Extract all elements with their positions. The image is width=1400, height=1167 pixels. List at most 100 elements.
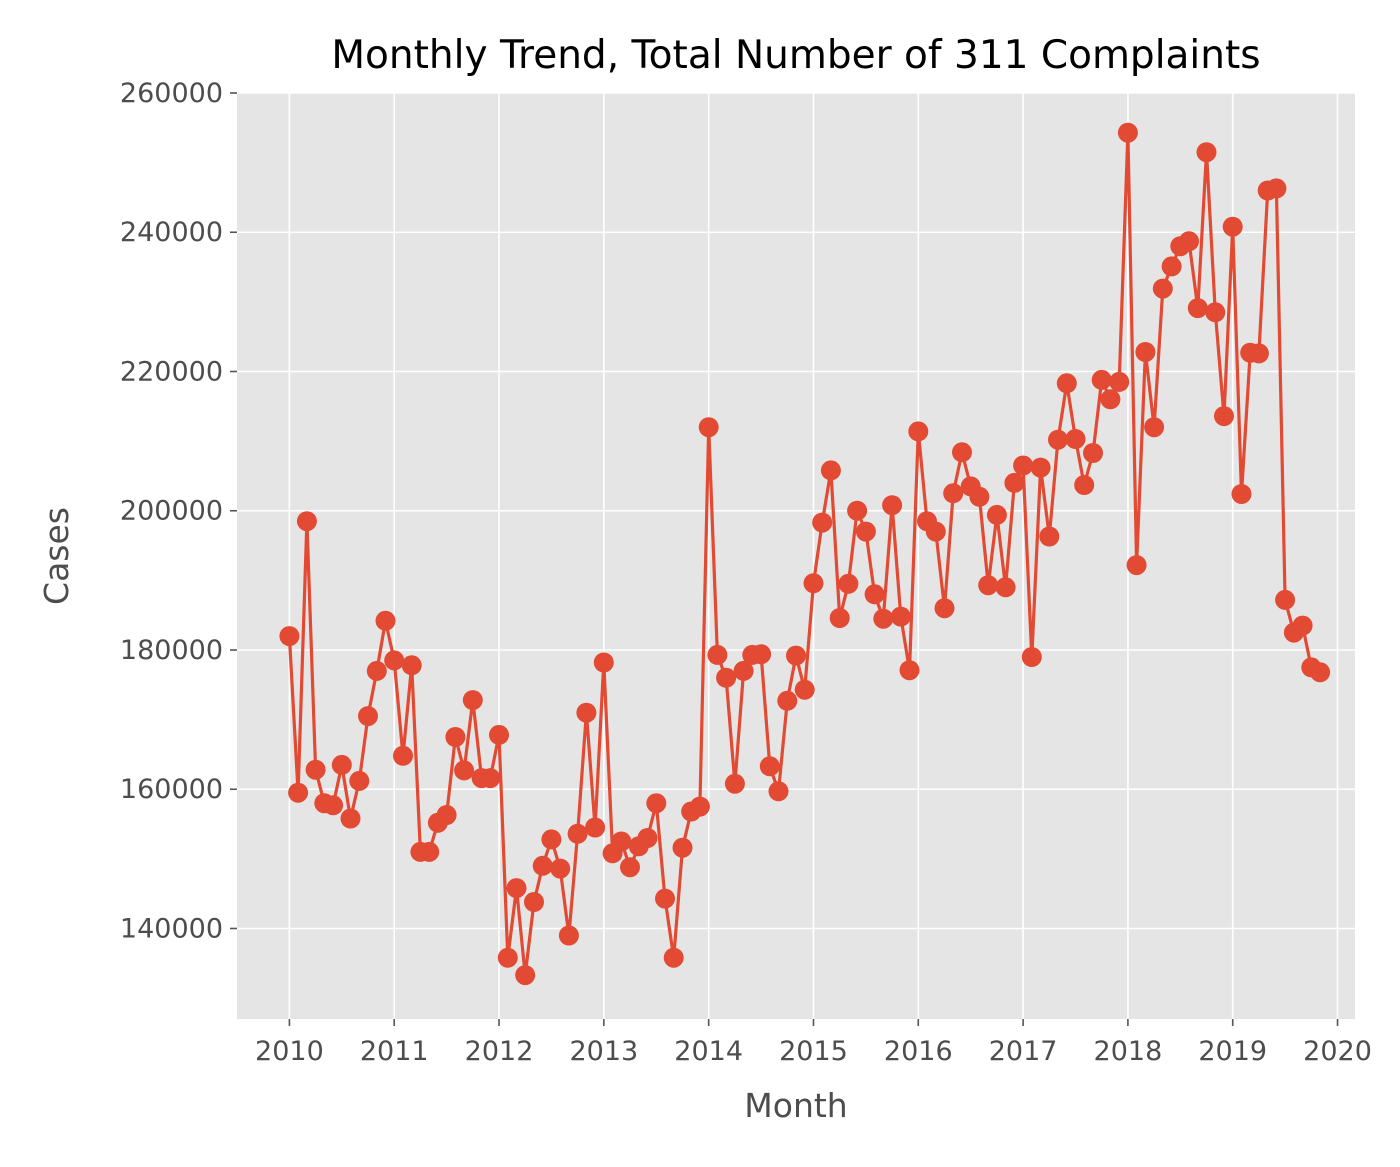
data-point [393,745,413,766]
y-axis-label: Cases [37,507,76,605]
data-point [803,573,824,594]
data-point [829,608,850,628]
data-point [532,855,553,876]
data-point [445,727,466,747]
data-point [820,460,841,481]
data-point [331,754,352,775]
y-tick-label: 180000 [120,635,223,666]
plot-area [237,93,1355,1019]
data-point [759,756,780,777]
data-point [489,724,509,745]
data-point [925,521,946,542]
data-point [637,828,658,848]
data-point [1039,526,1060,547]
data-point [620,857,640,878]
y-tick-label: 220000 [120,356,223,387]
y-tick-label: 260000 [120,78,223,109]
data-point [1048,429,1068,450]
data-point [1292,615,1313,636]
data-point [375,610,396,631]
data-point [733,660,754,681]
data-point [1004,472,1025,493]
data-point [593,652,614,673]
x-tick-label: 2015 [779,1036,848,1067]
axes: 2010 2011 2012 2013 2014 2015 2016 2017 2018 2019… [120,78,1372,1067]
data-point [585,817,606,838]
data-point [1205,302,1226,323]
data-point [882,495,903,516]
data-point [1196,142,1217,163]
data-point [1074,475,1095,495]
data-point [1161,256,1182,277]
data-point [698,417,719,438]
data-point [1144,417,1165,438]
data-point [305,759,326,780]
data-point [1275,589,1296,610]
data-point [340,808,361,829]
data-point [812,512,833,533]
data-point [768,781,789,802]
series-layer [279,122,1331,986]
data-point [890,606,911,627]
data-point [567,823,588,844]
data-point [873,608,894,629]
data-point [611,831,632,852]
data-point [969,486,990,507]
data-point [943,483,964,504]
data-point [524,892,544,912]
data-point [576,702,597,723]
data-point [541,829,562,850]
data-point [1152,278,1173,299]
data-point [323,795,344,816]
data-point [952,442,972,463]
data-point [366,660,387,681]
data-point [899,660,920,681]
x-tick-label: 2016 [884,1036,953,1067]
data-point [864,584,885,605]
data-point [707,644,728,665]
data-point [419,841,440,862]
data-point [1135,342,1156,362]
data-point [655,888,675,909]
data-point [1248,343,1269,364]
x-tick-label: 2011 [360,1036,429,1067]
data-point [497,947,518,968]
data-point [646,793,667,814]
data-point [1056,373,1077,394]
data-point [724,773,745,794]
data-point [1021,647,1042,667]
data-point [1065,429,1086,449]
data-point [296,511,317,532]
x-tick-label: 2020 [1303,1036,1372,1067]
data-point [401,655,422,676]
data-point [1126,555,1147,576]
data-point [1222,216,1243,237]
x-tick-label: 2019 [1198,1036,1267,1067]
data-point [1231,484,1252,504]
x-tick-label: 2017 [989,1036,1058,1067]
data-point [480,768,501,789]
data-point [1179,231,1199,252]
x-tick-label: 2013 [569,1036,638,1067]
data-point [934,598,955,619]
data-point [454,760,475,781]
x-tick-label: 2018 [1094,1036,1163,1067]
data-point [1030,457,1051,478]
data-point [279,626,300,647]
data-point [716,667,737,688]
data-point [995,577,1016,598]
data-point [1100,389,1121,410]
data-point [1013,455,1034,476]
data-point [1214,406,1234,427]
chart-title: Monthly Trend, Total Number of 311 Compl… [331,33,1260,78]
data-point [689,796,710,817]
data-point [978,575,999,596]
y-tick-label: 140000 [120,913,223,944]
data-point [436,805,457,825]
data-point [1091,369,1112,390]
data-point [1109,371,1130,392]
data-point [550,858,571,879]
data-point [558,925,579,946]
data-point [1266,178,1287,199]
